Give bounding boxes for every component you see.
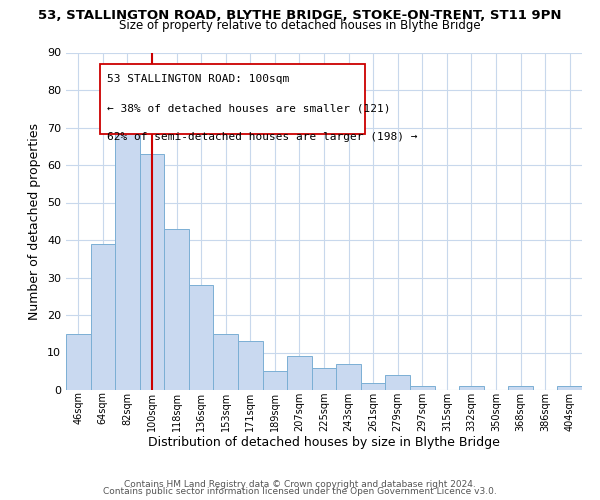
- Text: 53 STALLINGTON ROAD: 100sqm: 53 STALLINGTON ROAD: 100sqm: [107, 74, 290, 85]
- Text: 53, STALLINGTON ROAD, BLYTHE BRIDGE, STOKE-ON-TRENT, ST11 9PN: 53, STALLINGTON ROAD, BLYTHE BRIDGE, STO…: [38, 9, 562, 22]
- Bar: [557, 386, 582, 390]
- Bar: [66, 334, 91, 390]
- Bar: [115, 128, 140, 390]
- Bar: [361, 382, 385, 390]
- Bar: [336, 364, 361, 390]
- Bar: [140, 154, 164, 390]
- Bar: [164, 229, 189, 390]
- Text: Contains HM Land Registry data © Crown copyright and database right 2024.: Contains HM Land Registry data © Crown c…: [124, 480, 476, 489]
- Text: Contains public sector information licensed under the Open Government Licence v3: Contains public sector information licen…: [103, 487, 497, 496]
- Y-axis label: Number of detached properties: Number of detached properties: [28, 122, 41, 320]
- Bar: [238, 341, 263, 390]
- Bar: [91, 244, 115, 390]
- Bar: [214, 334, 238, 390]
- Bar: [385, 375, 410, 390]
- Bar: [287, 356, 312, 390]
- Bar: [410, 386, 434, 390]
- Text: 62% of semi-detached houses are larger (198) →: 62% of semi-detached houses are larger (…: [107, 132, 418, 142]
- Bar: [312, 368, 336, 390]
- Bar: [508, 386, 533, 390]
- FancyBboxPatch shape: [100, 64, 365, 134]
- Bar: [263, 371, 287, 390]
- X-axis label: Distribution of detached houses by size in Blythe Bridge: Distribution of detached houses by size …: [148, 436, 500, 450]
- Bar: [459, 386, 484, 390]
- Text: Size of property relative to detached houses in Blythe Bridge: Size of property relative to detached ho…: [119, 19, 481, 32]
- Text: ← 38% of detached houses are smaller (121): ← 38% of detached houses are smaller (12…: [107, 103, 391, 113]
- Bar: [189, 285, 214, 390]
